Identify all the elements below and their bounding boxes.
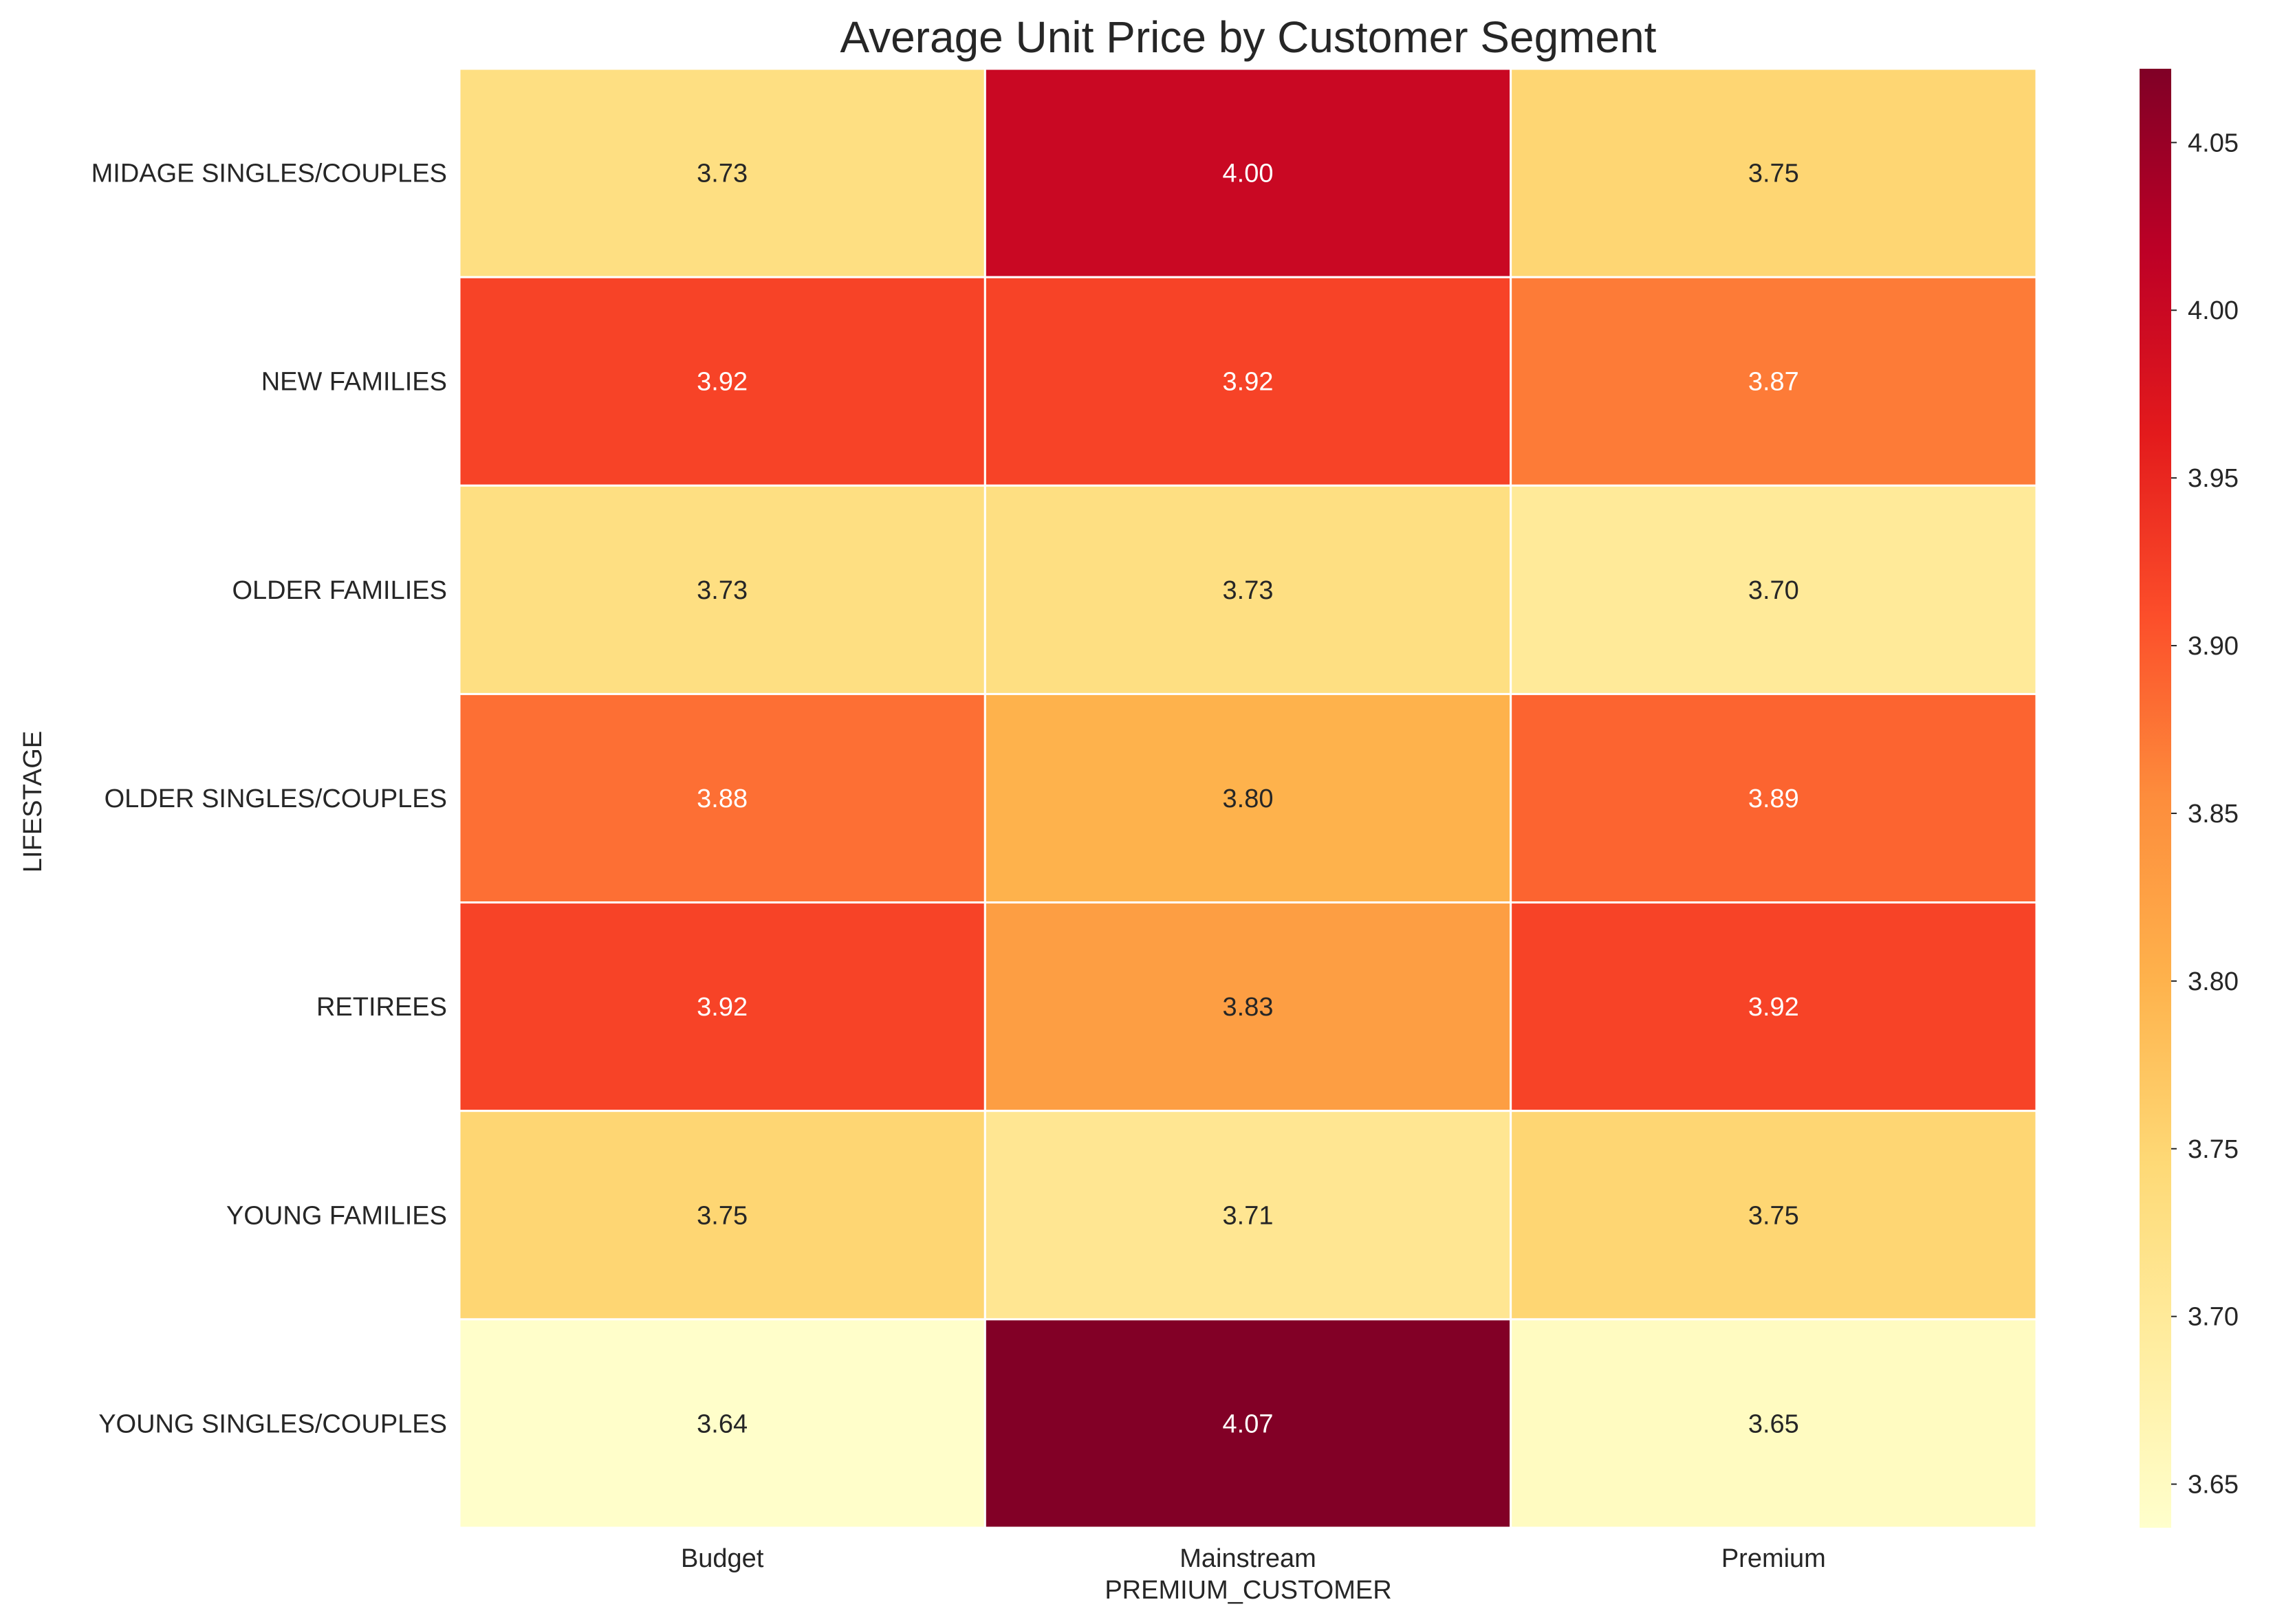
colorbar-tick-label: 3.75 [2188,1135,2239,1164]
cell-value-label: 3.92 [697,368,748,397]
chart-title: Average Unit Price by Customer Segment [840,12,1657,62]
colorbar-tick-label: 4.00 [2188,296,2239,325]
cell-value-label: 3.88 [697,784,748,813]
cell-value-label: 3.92 [697,993,748,1022]
cell-value-label: 4.00 [1223,160,1274,188]
cell-value-label: 3.73 [1223,576,1274,605]
x-tick-label: Mainstream [1179,1544,1316,1573]
heatmap-cell [458,692,986,904]
x-tick-label: Premium [1721,1544,1826,1573]
cell-value-label: 3.71 [1223,1201,1274,1230]
y-tick-label: RETIREES [316,993,447,1022]
cell-value-label: 3.70 [1748,576,1799,605]
heatmap-cell-labels: 3.73 4.00 3.75 3.92 3.92 3.87 3.73 3.73 3.70 3.88… [697,160,1799,1439]
colorbar-tick-label: 3.90 [2188,632,2239,661]
heatmap-cells [458,67,2038,1529]
colorbar-tick-label: 4.05 [2188,129,2239,157]
x-tick-label: Budget [681,1544,764,1573]
cell-value-label: 3.83 [1223,993,1274,1022]
cell-value-label: 3.87 [1748,368,1799,397]
heatmap-cell [1510,1110,2038,1321]
heatmap-cell [458,67,986,278]
heatmap-cell [1510,67,2038,278]
cell-value-label: 3.75 [1748,1201,1799,1230]
colorbar-ticks: 3.65 3.70 3.75 3.80 3.85 3.90 3.95 4.00 4.05 [2171,129,2239,1500]
y-tick-label: OLDER FAMILIES [232,576,447,605]
colorbar-tick-label: 3.95 [2188,464,2239,493]
heatmap-cell [458,1110,986,1321]
cell-value-label: 3.64 [697,1409,748,1438]
cell-value-label: 3.89 [1748,784,1799,813]
colorbar [2140,69,2171,1528]
cell-value-label: 3.80 [1223,784,1274,813]
heatmap-cell [458,901,986,1112]
heatmap-cell [1510,276,2038,487]
x-axis-tick-labels: Budget Mainstream Premium [681,1544,1826,1573]
heatmap-cell [458,276,986,487]
heatmap-cell [983,67,1512,278]
heatmap-cell [983,1110,1512,1321]
colorbar-tick-label: 3.70 [2188,1303,2239,1332]
heatmap-cell [1510,1318,2038,1529]
colorbar-tick-label: 3.65 [2188,1471,2239,1500]
y-tick-label: NEW FAMILIES [261,368,447,397]
heatmap-cell [983,901,1512,1112]
heatmap-cell [458,1318,986,1529]
heatmap-cell [983,484,1512,695]
heatmap-cell [1510,901,2038,1112]
cell-value-label: 3.75 [697,1201,748,1230]
heatmap-cell [458,484,986,695]
cell-value-label: 3.73 [697,160,748,188]
colorbar-tick-label: 3.80 [2188,967,2239,996]
cell-value-label: 3.65 [1748,1409,1799,1438]
y-axis-label: LIFESTAGE [19,731,47,873]
colorbar-tick-label: 3.85 [2188,800,2239,829]
y-axis-tick-labels: MIDAGE SINGLES/COUPLES NEW FAMILIES OLDER … [91,160,447,1439]
y-tick-label: YOUNG FAMILIES [226,1201,447,1230]
cell-value-label: 4.07 [1223,1409,1274,1438]
x-axis-label: PREMIUM_CUSTOMER [1105,1576,1391,1605]
y-tick-label: YOUNG SINGLES/COUPLES [98,1409,447,1438]
y-tick-label: OLDER SINGLES/COUPLES [105,784,447,813]
cell-value-label: 3.92 [1748,993,1799,1022]
y-tick-label: MIDAGE SINGLES/COUPLES [91,160,447,188]
heatmap-cell [1510,692,2038,904]
cell-value-label: 3.75 [1748,160,1799,188]
cell-value-label: 3.73 [697,576,748,605]
cell-value-label: 3.92 [1223,368,1274,397]
heatmap-cell [983,276,1512,487]
heatmap-cell [983,1318,1512,1529]
